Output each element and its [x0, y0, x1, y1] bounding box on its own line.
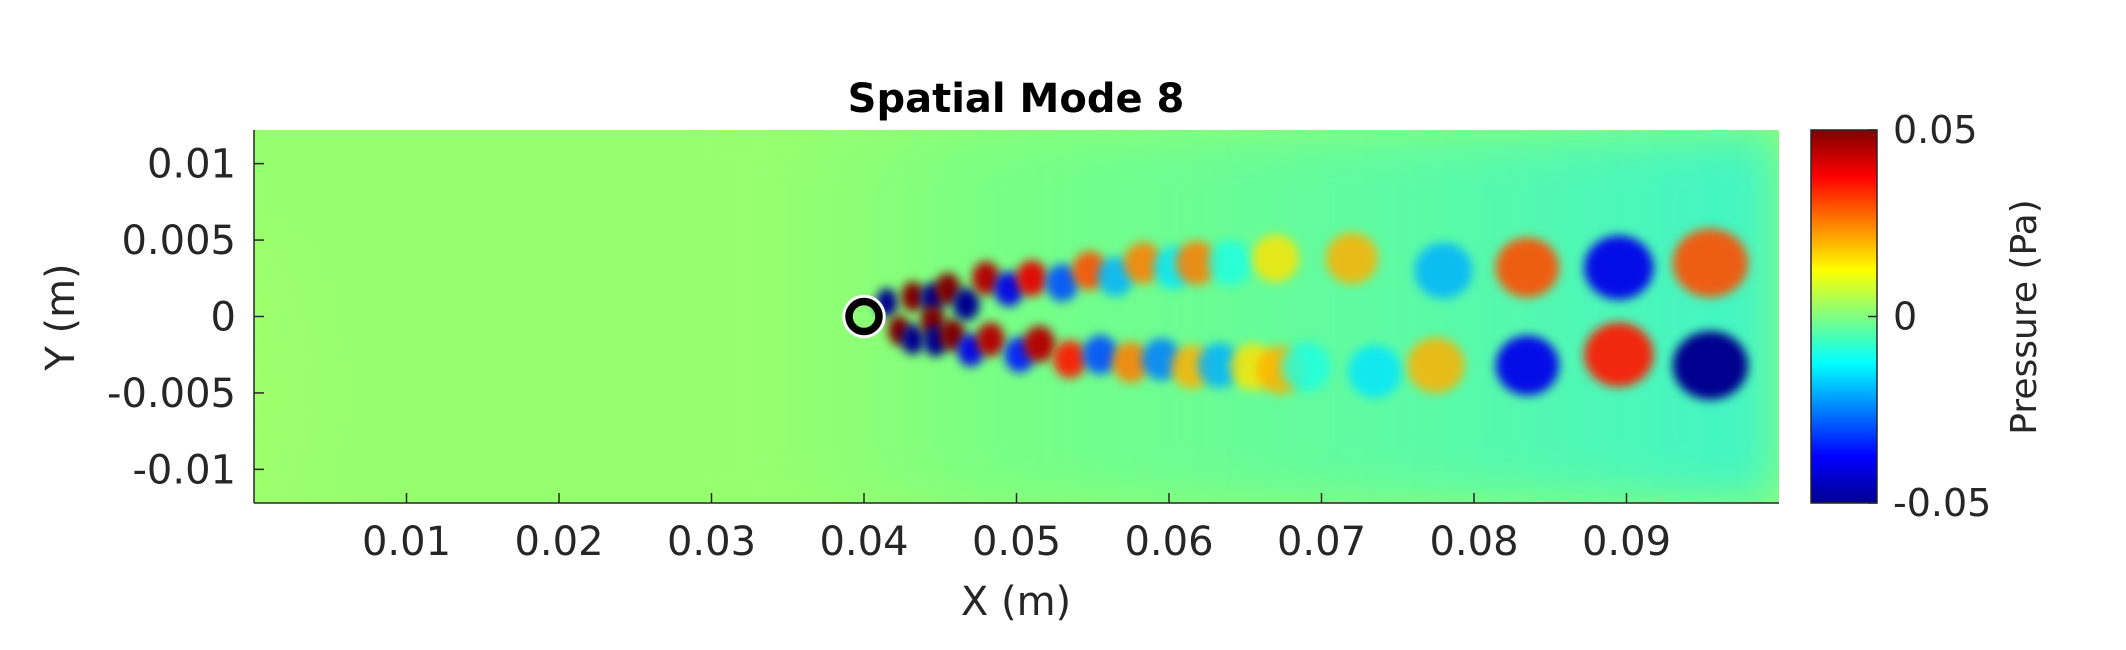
- pressure-blob: [1672, 228, 1749, 298]
- pressure-blob: [901, 324, 925, 355]
- pressure-blob: [972, 261, 1000, 296]
- pressure-blob: [901, 281, 925, 312]
- pressure-blob: [994, 271, 1024, 307]
- pressure-blob: [1672, 331, 1749, 400]
- pressure-blob: [1584, 322, 1654, 387]
- colorbar-tick-label: 0: [1893, 295, 1917, 339]
- pressure-blob: [1123, 242, 1163, 284]
- colorbar: 0.05 0 -0.05 Pressure (Pa): [1810, 108, 2045, 525]
- pressure-blob: [1495, 335, 1560, 396]
- cylinder-highlight: [842, 294, 886, 339]
- colorbar-tick-label: 0.05: [1893, 108, 1978, 152]
- x-tick-label: 0.05: [972, 519, 1061, 565]
- colorbar-gradient: [1810, 129, 1878, 504]
- pressure-blob: [1023, 325, 1056, 363]
- y-tick-label: 0.005: [121, 218, 236, 264]
- pressure-blob: [1045, 264, 1079, 302]
- x-tick-label: 0.03: [667, 519, 756, 565]
- pressure-blob: [1495, 237, 1560, 298]
- pressure-blob: [1407, 337, 1465, 394]
- x-tick-label: 0.02: [514, 519, 603, 565]
- x-tick-label: 0.06: [1124, 519, 1213, 565]
- colorbar-label: Pressure (Pa): [2004, 199, 2045, 434]
- pressure-blob: [1208, 240, 1252, 286]
- pressure-blob: [976, 322, 1005, 357]
- pressure-blob: [1584, 235, 1654, 300]
- pressure-blob: [952, 287, 980, 321]
- x-axis-label: X (m): [961, 579, 1071, 625]
- pressure-blob: [1281, 342, 1331, 392]
- x-tick-label: 0.01: [362, 519, 451, 565]
- pressure-blob: [1348, 345, 1402, 398]
- x-tick-label: 0.07: [1277, 519, 1366, 565]
- x-ticks: 0.01 0.02 0.03 0.04 0.05 0.06 0.07 0.08 0.09: [362, 493, 1671, 565]
- y-tick-label: -0.005: [107, 371, 236, 417]
- plot-area: [254, 130, 1779, 503]
- inlet-region: [254, 210, 384, 503]
- y-axis-label: Y (m): [38, 263, 84, 371]
- pressure-structures: [876, 228, 1749, 400]
- pressure-blob: [1326, 232, 1378, 285]
- cylinder: [842, 294, 886, 339]
- cylinder-outline: [844, 297, 884, 336]
- pressure-blob: [1112, 341, 1150, 383]
- pressure-blob: [1016, 260, 1048, 297]
- pressure-blob: [1082, 335, 1119, 375]
- x-tick-label: 0.04: [819, 519, 908, 565]
- axes: 0.01 0.02 0.03 0.04 0.05 0.06 0.07 0.08 0.09 0.0…: [38, 130, 1779, 625]
- chart-title: Spatial Mode 8: [848, 76, 1185, 122]
- pressure-blob: [1053, 340, 1087, 379]
- x-tick-label: 0.09: [1582, 519, 1671, 565]
- colorbar-tick-label: -0.05: [1893, 481, 1991, 525]
- x-tick-label: 0.08: [1429, 519, 1518, 565]
- colorbar-ticks: 0.05 0 -0.05: [1868, 108, 1991, 525]
- pressure-blob: [1414, 242, 1473, 299]
- y-tick-label: 0: [211, 295, 236, 341]
- y-tick-label: -0.01: [133, 447, 237, 493]
- pressure-blob: [1197, 342, 1241, 388]
- y-ticks: 0.01 0.005 0 -0.005 -0.01: [107, 142, 264, 493]
- pressure-blob: [1175, 241, 1218, 285]
- pressure-blob: [1252, 234, 1300, 283]
- y-tick-label: 0.01: [147, 142, 236, 188]
- pressure-blob: [1141, 338, 1182, 381]
